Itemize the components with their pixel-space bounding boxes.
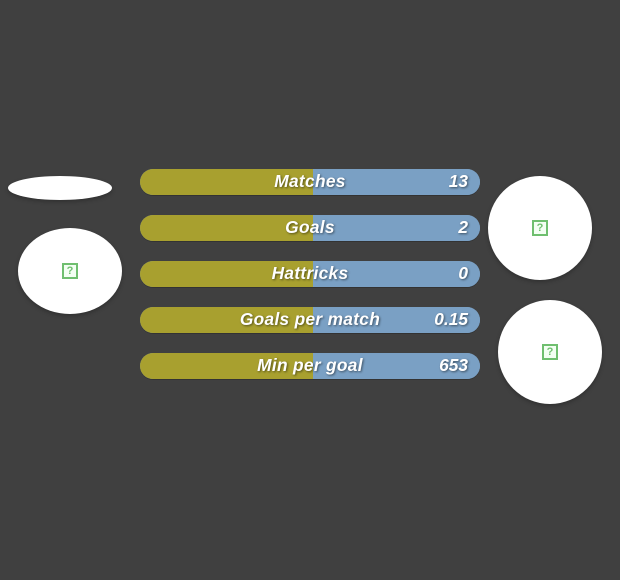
stat-row: Goals per match0.15 [140,307,480,333]
stat-label: Goals per match [140,307,480,333]
image-placeholder-icon: ? [62,263,78,279]
stat-value-right: 13 [449,169,468,195]
image-placeholder-icon: ? [532,220,548,236]
stat-value-right: 0.15 [434,307,468,333]
stat-label: Min per goal [140,353,480,379]
stat-label: Matches [140,169,480,195]
stat-value-right: 2 [458,215,468,241]
stat-value-right: 0 [458,261,468,287]
stat-row: Matches13 [140,169,480,195]
stat-value-right: 653 [439,353,468,379]
comparison-bars: Matches13 Goals2 Hattricks0 Goals per match… [140,169,480,379]
image-placeholder-icon: ? [542,344,558,360]
avatar-ellipse: ? [498,300,602,404]
avatar-ellipse: ? [488,176,592,280]
stat-row: Hattricks0 [140,261,480,287]
stat-label: Hattricks [140,261,480,287]
stat-row: Min per goal653 [140,353,480,379]
avatar-ellipse: ? [18,228,122,314]
stat-row: Goals2 [140,215,480,241]
infographic-root: Mohammed Fouzair vs Franck Yannick Kessi… [0,0,620,580]
avatar-ellipse [8,176,112,200]
stat-label: Goals [140,215,480,241]
